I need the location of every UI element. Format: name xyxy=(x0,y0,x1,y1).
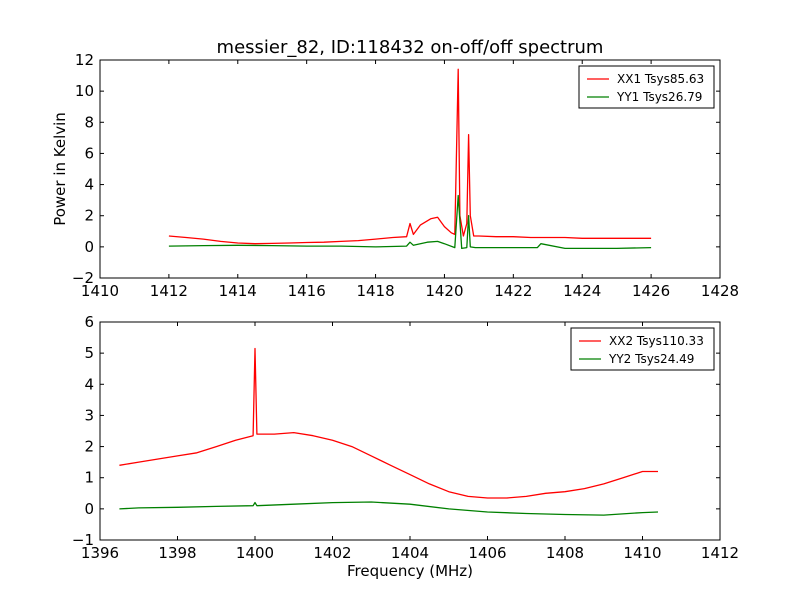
y-tick-label: 0 xyxy=(84,500,94,518)
y-tick-label: 6 xyxy=(84,313,94,331)
legend-entry: YY1 Tsys26.79 xyxy=(616,90,702,104)
y-tick-label: 2 xyxy=(84,438,94,456)
y-tick-label: 4 xyxy=(84,176,94,194)
axes-frame xyxy=(99,59,721,279)
legend-entry: YY2 Tsys24.49 xyxy=(608,352,694,366)
x-tick-label: 1418 xyxy=(356,282,394,300)
x-tick-label: 1424 xyxy=(563,282,601,300)
series-line-yy2 xyxy=(119,501,659,516)
x-tick-label: 1402 xyxy=(313,544,351,562)
x-tick-label: 1406 xyxy=(468,544,506,562)
top-subplot: messier_82, ID:118432 on-off/off spectru… xyxy=(51,37,739,300)
x-tick-label: 1410 xyxy=(81,282,119,300)
x-tick-label: 1420 xyxy=(425,282,463,300)
x-tick-label: 1398 xyxy=(158,544,196,562)
y-tick-label: 5 xyxy=(84,344,94,362)
x-tick-label: 1422 xyxy=(494,282,532,300)
top-plot-area xyxy=(99,59,721,279)
top-legend: XX1 Tsys85.63 YY1 Tsys26.79 xyxy=(578,65,715,109)
legend-box xyxy=(578,65,715,109)
y-axis-label: Power in Kelvin xyxy=(51,112,69,226)
series-line-yy1 xyxy=(168,194,652,250)
y-tick-label: 8 xyxy=(84,113,94,131)
y-tick-label: 0 xyxy=(84,238,94,256)
x-tick-label: 1412 xyxy=(150,282,188,300)
bottom-legend: XX2 Tsys110.33 YY2 Tsys24.49 xyxy=(570,327,715,371)
chart-title: messier_82, ID:118432 on-off/off spectru… xyxy=(217,37,604,58)
y-tick-label: −2 xyxy=(72,269,94,287)
series-line-xx1 xyxy=(168,68,652,245)
x-tick-label: 1414 xyxy=(219,282,257,300)
legend-entry: XX2 Tsys110.33 xyxy=(609,334,704,348)
y-tick-label: 12 xyxy=(75,51,94,69)
bottom-subplot: Frequency (MHz) 1396 1398 1400 1402 1404 1406… xyxy=(72,313,739,580)
x-tick-label: 1408 xyxy=(546,544,584,562)
x-axis-label: Frequency (MHz) xyxy=(347,562,473,580)
y-tick-label: 4 xyxy=(84,375,94,393)
series-line-xx2 xyxy=(119,347,658,499)
x-tick-label: 1400 xyxy=(236,544,274,562)
y-tick-label: −1 xyxy=(72,531,94,549)
y-tick-label: 2 xyxy=(84,207,94,225)
legend-box xyxy=(570,327,715,371)
top-ticks: 1410 1412 1414 1416 1418 1420 1422 1424 1426 1428… xyxy=(72,51,739,300)
y-tick-label: 6 xyxy=(84,144,94,162)
bottom-ticks: 1396 1398 1400 1402 1404 1406 1408 1410 1412 −1 0 1… xyxy=(72,313,739,562)
legend-entry: XX1 Tsys85.63 xyxy=(617,72,704,86)
x-tick-label: 1404 xyxy=(391,544,429,562)
x-tick-label: 1410 xyxy=(623,544,661,562)
x-tick-label: 1428 xyxy=(701,282,739,300)
x-tick-label: 1412 xyxy=(701,544,739,562)
y-tick-label: 3 xyxy=(84,406,94,424)
x-tick-label: 1416 xyxy=(288,282,326,300)
x-tick-label: 1396 xyxy=(81,544,119,562)
y-tick-label: 1 xyxy=(84,469,94,487)
y-tick-label: 10 xyxy=(75,82,94,100)
x-tick-label: 1426 xyxy=(632,282,670,300)
